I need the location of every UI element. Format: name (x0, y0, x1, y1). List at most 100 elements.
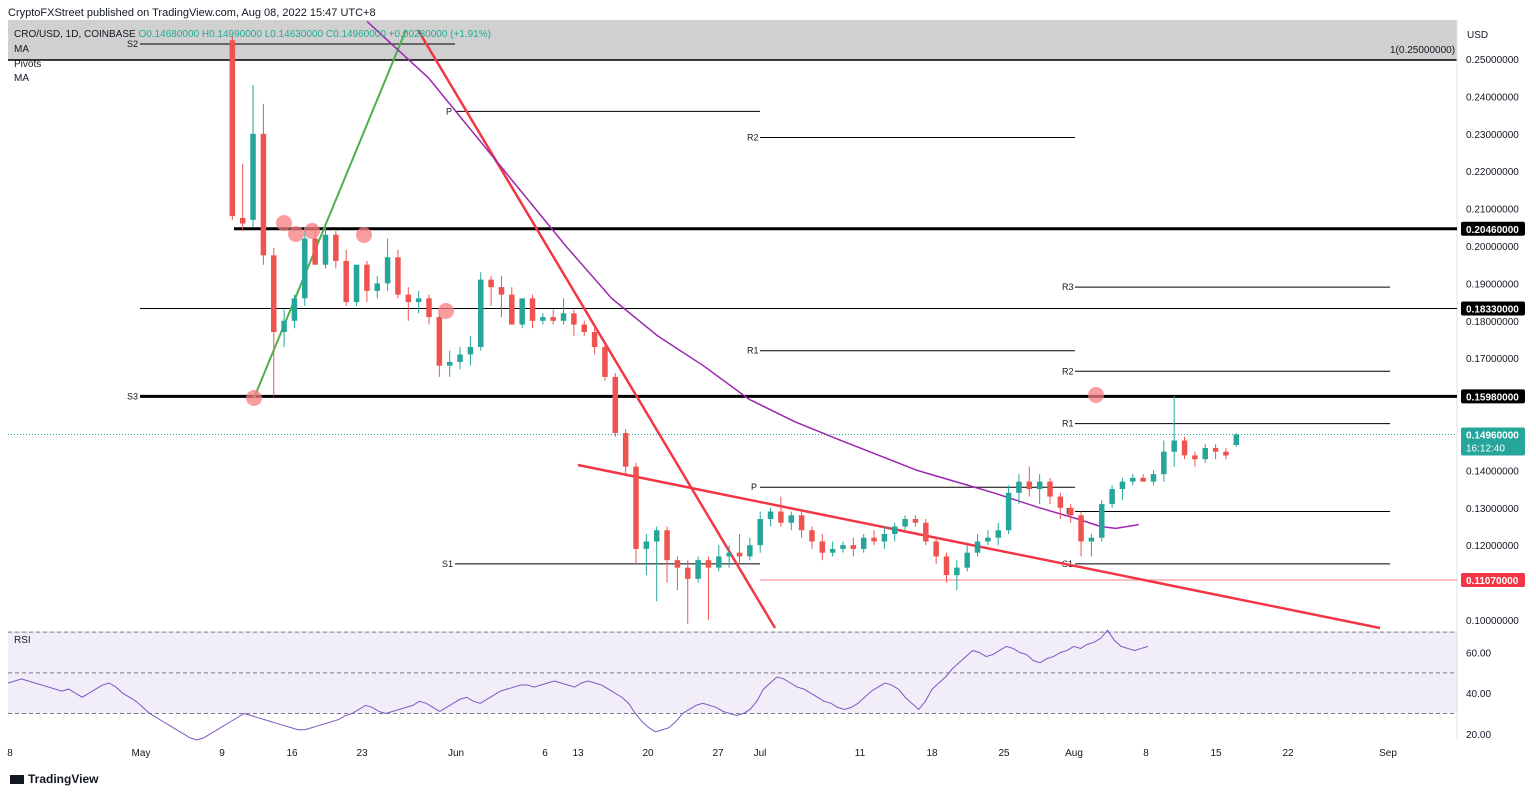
candle-body (829, 548, 836, 553)
pivot-label: P (446, 106, 452, 116)
price-tick-label: 0.12000000 (1466, 541, 1519, 552)
candle-body (364, 264, 370, 291)
time-axis-label: 15 (1210, 748, 1222, 759)
candle-body (643, 541, 650, 549)
price-tick-label: 0.24000000 (1466, 92, 1519, 103)
candle-body (1016, 481, 1022, 493)
price-tick-label: 0.13000000 (1466, 504, 1519, 515)
candle-body (571, 313, 577, 325)
candle-body (995, 530, 1001, 538)
level-price-label: 0.18330000 (1466, 304, 1519, 315)
indicator-pivots[interactable]: Pivots (14, 59, 42, 70)
candle-body (260, 133, 267, 256)
time-axis-label: Jul (754, 748, 767, 759)
level-price-tag (1461, 389, 1525, 404)
price-tick-label: 0.22000000 (1466, 167, 1519, 178)
candle-body (850, 545, 857, 549)
ohlc-values: O0.14680000 H0.14990000 L0.14630000 C0.1… (138, 29, 492, 40)
candle-body (819, 541, 826, 553)
highlight-marker (246, 390, 262, 406)
candle-body (1140, 477, 1146, 482)
level-price-label: 0.11070000 (1466, 576, 1519, 587)
time-axis-label: 9 (219, 748, 225, 759)
symbol-name: CRO/USD, 1D, COINBASE (14, 29, 136, 40)
candle-body (778, 511, 784, 523)
candle-body (229, 40, 236, 217)
candle-body (333, 234, 339, 261)
candle-body (1171, 440, 1177, 452)
tradingview-logo[interactable]: TradingView (10, 772, 98, 786)
highlight-marker (1088, 387, 1104, 403)
candle-body (426, 298, 432, 318)
candle-body (974, 541, 981, 553)
price-tick-label: 0.17000000 (1466, 354, 1519, 365)
candle-body (1192, 455, 1198, 460)
symbol-legend[interactable]: CRO/USD, 1D, COINBASE O0.14680000 H0.149… (14, 29, 491, 40)
candle-body (622, 433, 629, 467)
candle-body (1099, 504, 1105, 538)
candle-body (550, 317, 556, 321)
top-band-label: 1(0.25000000) (1390, 45, 1455, 56)
publisher-line: CryptoFXStreet published on TradingView.… (8, 7, 376, 19)
candle-body (902, 519, 908, 527)
candle-body (446, 361, 453, 366)
candle-body (405, 294, 412, 303)
last-price-label: 0.14960000 (1466, 430, 1519, 441)
price-tick-label: 0.20000000 (1466, 242, 1519, 253)
candle-body (1223, 451, 1229, 456)
level-price-tag (1461, 221, 1525, 236)
candle-body (1233, 434, 1240, 445)
candle-body (1057, 496, 1064, 508)
candle-body (540, 317, 546, 321)
pivot-label: R1 (1062, 419, 1074, 429)
candle-body (415, 298, 422, 303)
candle-body (757, 519, 763, 546)
candle-body (591, 332, 598, 347)
level-price-label: 0.20460000 (1466, 225, 1519, 236)
candle-body (395, 257, 401, 295)
candle-body (1130, 477, 1136, 482)
rsi-tick-label: 40.00 (1466, 689, 1491, 700)
pivot-label: S2 (127, 39, 138, 49)
highlight-marker (276, 215, 292, 231)
time-axis-label: 16 (286, 748, 298, 759)
candle-body (954, 567, 960, 576)
candle-body (602, 346, 608, 377)
highlight-marker (438, 303, 454, 319)
candle-body (1202, 447, 1208, 460)
candle-body (436, 317, 443, 366)
time-axis-label: May (132, 748, 151, 759)
time-axis-label: Aug (1065, 748, 1083, 759)
candle-body (1119, 481, 1126, 490)
candle-body (560, 313, 567, 321)
highlight-marker (288, 226, 304, 242)
time-axis-label: Sep (1379, 748, 1397, 759)
candle-body (1161, 451, 1167, 475)
candle-body (1026, 481, 1033, 490)
indicator-ma[interactable]: MA (14, 44, 29, 55)
candle-body (519, 298, 525, 325)
trendline-red-steep (416, 29, 777, 629)
candle-body (1109, 489, 1115, 505)
candle-body (798, 515, 805, 531)
level-price-label: 0.15980000 (1466, 392, 1519, 403)
moving-average-line (366, 21, 1139, 530)
rsi-tick-label: 60.00 (1466, 649, 1491, 660)
level-price-tag (1461, 301, 1525, 316)
pivot-label: P (751, 482, 757, 492)
candle-body (488, 279, 494, 288)
candle-body (1150, 474, 1157, 482)
candle-body (1067, 507, 1074, 516)
candle-body (250, 133, 256, 220)
candle-body (509, 294, 515, 325)
time-axis-label: 11 (855, 748, 866, 759)
candle-body (809, 530, 815, 542)
indicator-ma-2[interactable]: MA (14, 73, 29, 84)
candle-body (923, 522, 929, 542)
pivot-label: R3 (1062, 282, 1074, 292)
time-axis-label: 6 (542, 748, 548, 759)
rsi-line (7, 629, 1149, 741)
candle-body (281, 320, 287, 333)
candle-body (653, 530, 660, 542)
